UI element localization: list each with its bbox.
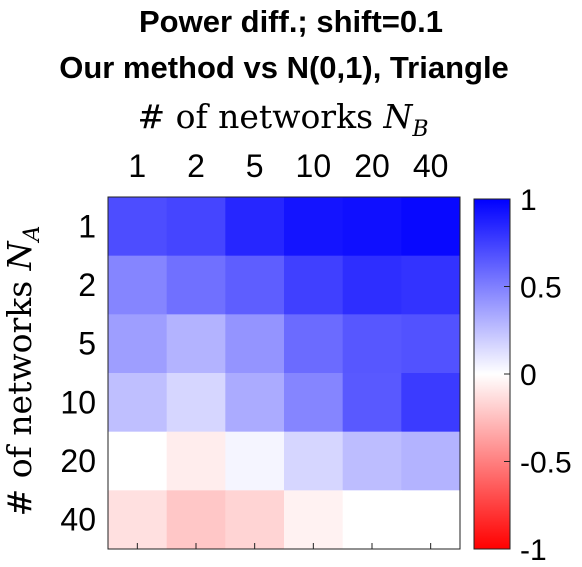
- heatmap-cell-20-1: [108, 431, 168, 491]
- x-tick-label: 1: [128, 148, 146, 184]
- x-tick-label: 40: [413, 148, 449, 184]
- heatmap-cell-1-5: [225, 197, 285, 257]
- heatmap-cell-20-2: [166, 431, 226, 491]
- heatmap-cell-20-10: [284, 431, 344, 491]
- heatmap-cell-5-40: [401, 314, 461, 374]
- chart-title-line-1: Power diff.; shift=0.1: [139, 4, 443, 39]
- x-tick-label: 20: [354, 148, 390, 184]
- colorbar-tick-label: 0.5: [520, 272, 562, 305]
- heatmap-cell-5-1: [108, 314, 168, 374]
- y-tick-label: 10: [60, 384, 96, 420]
- heatmap-cell-20-20: [342, 431, 402, 491]
- heatmap-cell-40-5: [225, 490, 285, 550]
- heatmap-cell-2-10: [284, 255, 344, 315]
- heatmap-cell-10-10: [284, 373, 344, 433]
- heatmap-cell-5-5: [225, 314, 285, 374]
- colorbar-ticks: 1 0.5 0 -0.5 -1: [504, 184, 572, 567]
- heatmap-cell-40-20: [342, 490, 402, 550]
- heatmap-cell-1-2: [166, 197, 226, 257]
- heatmap-cell-2-5: [225, 255, 285, 315]
- x-axis-label-text: # of networks: [137, 97, 383, 136]
- heatmap-cell-5-20: [342, 314, 402, 374]
- y-axis-label-subscript: A: [20, 226, 45, 244]
- heatmap-cell-40-40: [401, 490, 461, 550]
- heatmap-cell-1-20: [342, 197, 402, 257]
- heatmap-cell-10-40: [401, 373, 461, 433]
- x-axis-label-symbol: N: [383, 97, 414, 136]
- y-axis-label: # of networks NA: [0, 226, 45, 517]
- x-tick-label: 10: [296, 148, 332, 184]
- heatmap-cell-1-1: [108, 197, 168, 257]
- heatmap-cell-40-10: [284, 490, 344, 550]
- heatmap-cell-1-10: [284, 197, 344, 257]
- heatmap-cell-10-1: [108, 373, 168, 433]
- colorbar-tick-label: -1: [520, 534, 547, 567]
- x-tick-labels: 1 2 5 10 20 40: [128, 148, 448, 549]
- y-tick-label: 5: [78, 326, 96, 362]
- heatmap-cell-2-2: [166, 255, 226, 315]
- heatmap-cell-5-2: [166, 314, 226, 374]
- heatmap-cell-2-40: [401, 255, 461, 315]
- heatmap-cell-20-5: [225, 431, 285, 491]
- heatmap-cell-2-1: [108, 255, 168, 315]
- heatmap-cell-2-20: [342, 255, 402, 315]
- colorbar-tick-label: 1: [520, 184, 537, 217]
- heatmap-cell-1-40: [401, 197, 461, 257]
- heatmap-cell-40-2: [166, 490, 226, 550]
- heatmap-cell-40-1: [108, 490, 168, 550]
- x-axis-label-subscript: B: [411, 117, 428, 142]
- x-tick-label: 5: [246, 148, 264, 184]
- y-tick-label: 20: [60, 443, 96, 479]
- x-tick-label: 2: [187, 148, 205, 184]
- colorbar-tick-label: 0: [520, 359, 537, 392]
- y-tick-label: 40: [60, 502, 96, 538]
- heatmap-cell-20-40: [401, 431, 461, 491]
- y-tick-label: 2: [78, 267, 96, 303]
- y-axis-label-text: # of networks: [0, 270, 39, 516]
- y-tick-labels: 1 2 5 10 20 40: [60, 208, 96, 537]
- chart-title-line-2: Our method vs N(0,1), Triangle: [59, 50, 509, 85]
- heatmap-cell-10-5: [225, 373, 285, 433]
- x-axis-label: # of networks NB: [137, 97, 428, 142]
- colorbar-tick-label: -0.5: [520, 447, 572, 480]
- heatmap-cell-10-20: [342, 373, 402, 433]
- y-axis-label-symbol: N: [0, 240, 39, 271]
- plot-frame: [107, 196, 461, 550]
- heatmap-cell-10-2: [166, 373, 226, 433]
- heatmap-cells: [108, 197, 461, 550]
- heatmap-cell-5-10: [284, 314, 344, 374]
- y-tick-label: 1: [78, 208, 96, 244]
